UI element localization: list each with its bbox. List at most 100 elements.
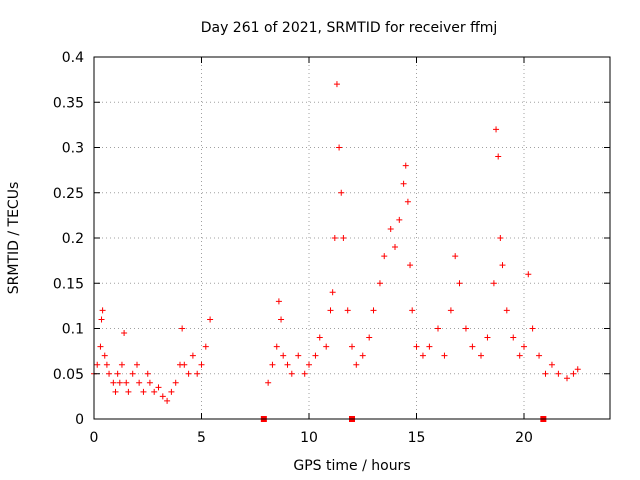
data-point [478, 352, 484, 359]
x-axis-label: GPS time / hours [293, 458, 410, 474]
data-point [555, 370, 562, 377]
data-point [323, 343, 330, 350]
data-point [97, 343, 104, 350]
data-point [194, 370, 201, 377]
data-point [207, 316, 214, 323]
data-point [331, 235, 338, 241]
data-point [366, 334, 373, 341]
data-point [574, 366, 581, 373]
data-point [273, 343, 280, 350]
data-point [275, 298, 282, 305]
data-point [536, 352, 543, 359]
data-point [146, 379, 153, 386]
data-point [516, 352, 523, 359]
data-point [529, 325, 536, 332]
x-tick-label: 15 [408, 430, 426, 446]
data-point [110, 379, 117, 386]
data-point [340, 235, 347, 241]
data-point [99, 307, 106, 314]
data-point [168, 388, 175, 395]
data-point [396, 216, 403, 223]
y-tick-label: 0.4 [62, 50, 84, 66]
data-point [525, 271, 532, 278]
x-tick-label: 20 [515, 430, 533, 446]
data-point [159, 393, 166, 400]
data-point [497, 235, 504, 241]
data-point [129, 370, 136, 377]
data-point [112, 388, 119, 395]
data-point [295, 352, 302, 359]
y-tick-label: 0.05 [53, 367, 84, 383]
data-point [164, 397, 171, 404]
data-point [435, 325, 441, 332]
data-point [456, 280, 463, 287]
data-point [426, 343, 433, 350]
data-point [370, 307, 377, 314]
data-point [121, 330, 128, 337]
data-point [441, 352, 448, 359]
data-point [103, 361, 110, 368]
data-point [469, 343, 476, 350]
data-point [278, 316, 285, 323]
y-axis-label: SRMTID / TECUs [6, 182, 22, 295]
data-point [447, 307, 454, 314]
data-point [306, 361, 312, 368]
data-point [185, 370, 192, 377]
data-point [136, 379, 143, 386]
data-point [301, 370, 308, 377]
y-tick-label: 0.15 [53, 276, 84, 292]
data-point [198, 361, 205, 368]
data-point [542, 370, 549, 377]
data-points [91, 81, 581, 404]
data-point [452, 253, 459, 260]
data-point [327, 307, 334, 314]
data-point [94, 361, 101, 368]
data-point [155, 384, 162, 391]
data-point [118, 361, 125, 368]
data-point [288, 370, 295, 377]
data-point [548, 361, 555, 368]
y-tick-label: 0.25 [53, 186, 84, 202]
data-point [333, 81, 340, 88]
plot-frame [93, 56, 611, 420]
x-tick-label: 0 [90, 430, 99, 446]
x-tick-label: 5 [197, 430, 206, 446]
data-point [353, 361, 360, 368]
data-point [101, 352, 108, 359]
x-tick-label: 10 [300, 430, 318, 446]
data-point [419, 352, 426, 359]
y-tick-label: 0.3 [62, 141, 84, 157]
data-point [312, 352, 319, 359]
data-point [144, 370, 151, 377]
data-point [134, 361, 140, 368]
data-point [116, 379, 123, 386]
data-point [493, 126, 500, 133]
data-point [381, 253, 388, 260]
data-point [265, 379, 272, 386]
data-point [392, 244, 398, 251]
data-point [503, 307, 510, 314]
data-point [269, 361, 276, 368]
data-point [329, 289, 336, 296]
data-point [336, 144, 343, 151]
data-point [280, 352, 287, 359]
data-point [495, 153, 502, 160]
chart-title: Day 261 of 2021, SRMTID for receiver ffm… [201, 20, 498, 36]
data-point [114, 370, 121, 377]
data-point [125, 388, 132, 395]
data-point [402, 162, 409, 169]
data-point [570, 370, 577, 377]
y-tick-label: 0.35 [53, 95, 84, 111]
data-point [490, 280, 497, 287]
y-tick-label: 0 [75, 412, 84, 428]
data-point [140, 388, 147, 395]
data-point [344, 307, 351, 314]
data-point [181, 361, 188, 368]
data-point [189, 352, 196, 359]
data-point [521, 343, 527, 350]
data-point [499, 262, 506, 269]
data-point [387, 225, 394, 232]
data-point [404, 198, 411, 205]
data-point [316, 334, 323, 341]
